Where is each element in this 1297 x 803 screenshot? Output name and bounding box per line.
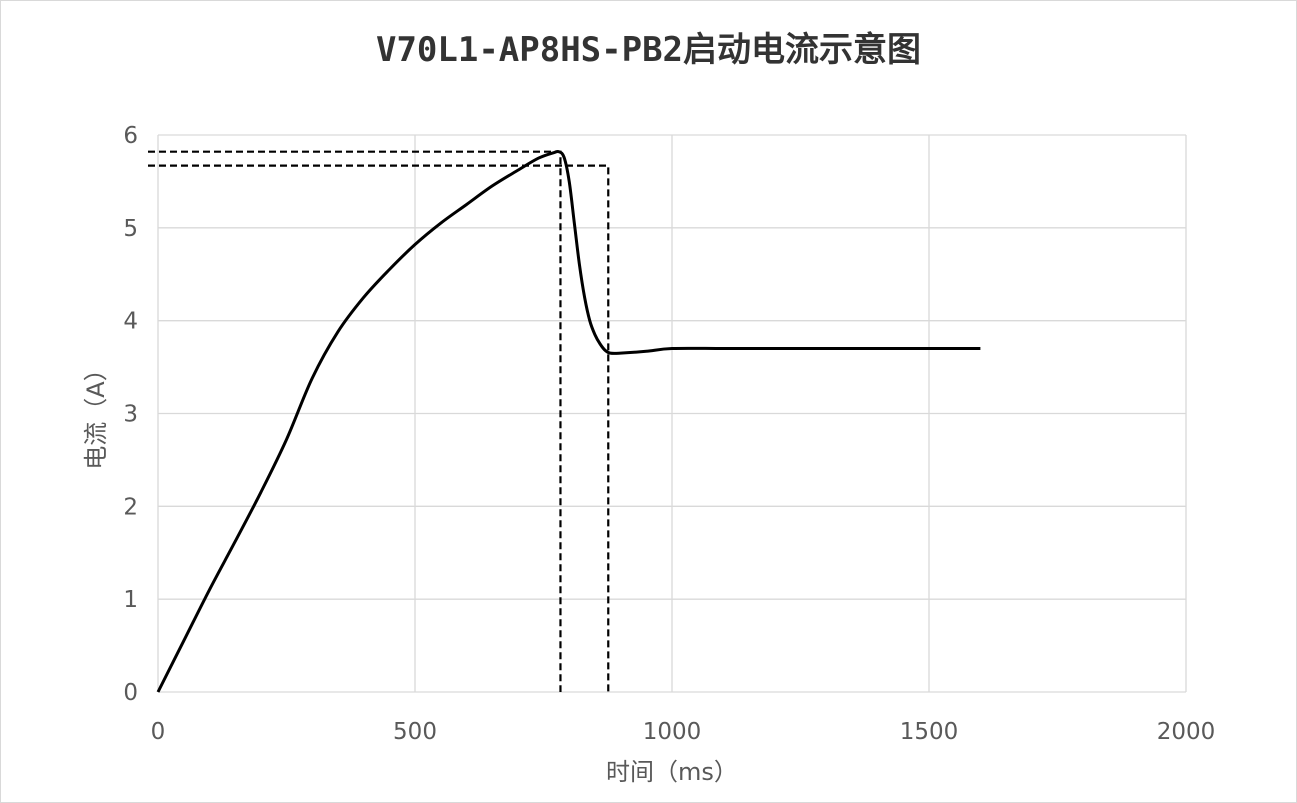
series-group (156, 149, 981, 693)
y-tick-label: 2 (123, 494, 138, 520)
chart-title: V70L1-AP8HS-PB2启动电流示意图 (375, 30, 922, 70)
reference-lines (148, 150, 610, 692)
x-tick-label: 500 (393, 719, 437, 745)
series-line (156, 149, 981, 693)
gridlines (157, 134, 1187, 693)
x-tick-label: 0 (151, 719, 166, 745)
x-tick-label: 1500 (900, 719, 959, 745)
y-tick-label: 0 (123, 680, 138, 706)
y-tick-label: 4 (123, 309, 138, 335)
y-tick-label: 1 (123, 587, 138, 613)
x-axis-ticks: 0 500 1000 1500 2000 (151, 719, 1216, 745)
x-axis-title: 时间（ms） (606, 758, 738, 786)
y-tick-label: 6 (123, 123, 138, 149)
y-tick-label: 3 (123, 402, 138, 428)
y-axis-title: 电流（A） (82, 357, 110, 469)
x-tick-label: 2000 (1157, 719, 1216, 745)
y-axis-ticks: 0 1 2 3 4 5 6 (123, 123, 138, 706)
x-tick-label: 1000 (643, 719, 702, 745)
dashed-reference-line (148, 164, 610, 692)
dashed-reference-line (148, 150, 562, 692)
y-tick-label: 5 (123, 216, 138, 242)
